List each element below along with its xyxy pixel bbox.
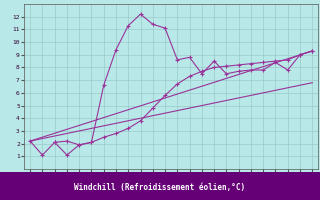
- Text: Windchill (Refroidissement éolien,°C): Windchill (Refroidissement éolien,°C): [75, 183, 245, 192]
